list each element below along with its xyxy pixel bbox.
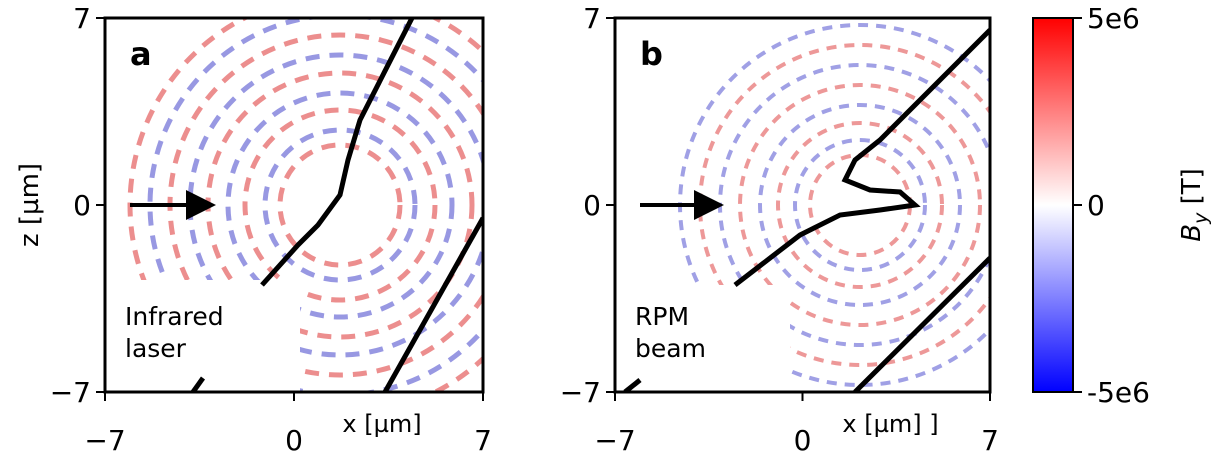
x-tick-label: 7 — [981, 424, 999, 457]
x-tick-label: −7 — [594, 424, 635, 457]
y-tick-label: 0 — [583, 189, 601, 222]
colorbar-unit: [T] — [1177, 168, 1207, 212]
y-tick-label: 7 — [583, 2, 601, 35]
colorbar-subscript: y — [1190, 212, 1212, 225]
y-tick-label: −7 — [50, 376, 91, 409]
x-axis-label: x [µm] ] — [842, 410, 938, 438]
arrow — [130, 190, 724, 220]
y-axis-label: z [µm] — [15, 163, 45, 247]
x-axis-label: x [µm] — [342, 410, 421, 438]
y-tick-label: 7 — [73, 2, 91, 35]
x-tick-label: 0 — [285, 424, 303, 457]
target-b — [623, 28, 990, 392]
annotation: laser — [125, 334, 187, 363]
target-a — [190, 18, 483, 392]
colorbar-symbol: B — [1177, 224, 1207, 242]
colorbar — [1032, 17, 1074, 393]
panel-label: a — [130, 35, 152, 73]
annotation: beam — [635, 334, 706, 363]
colorbar-tick-label: 0 — [1087, 189, 1105, 222]
colorbar-label: By [T] — [1177, 168, 1212, 242]
x-tick-label: 7 — [474, 424, 492, 457]
y-tick-label: −7 — [560, 376, 601, 409]
annotation: Infrared — [125, 302, 224, 331]
panel-label: b — [640, 35, 663, 73]
colorbar-tick-label: 5e6 — [1087, 2, 1140, 35]
colorbar-tick-label: -5e6 — [1087, 376, 1150, 409]
x-tick-label: 0 — [794, 424, 812, 457]
y-tick-label: 0 — [73, 189, 91, 222]
x-tick-label: −7 — [84, 424, 125, 457]
annotation: RPM — [635, 302, 689, 331]
